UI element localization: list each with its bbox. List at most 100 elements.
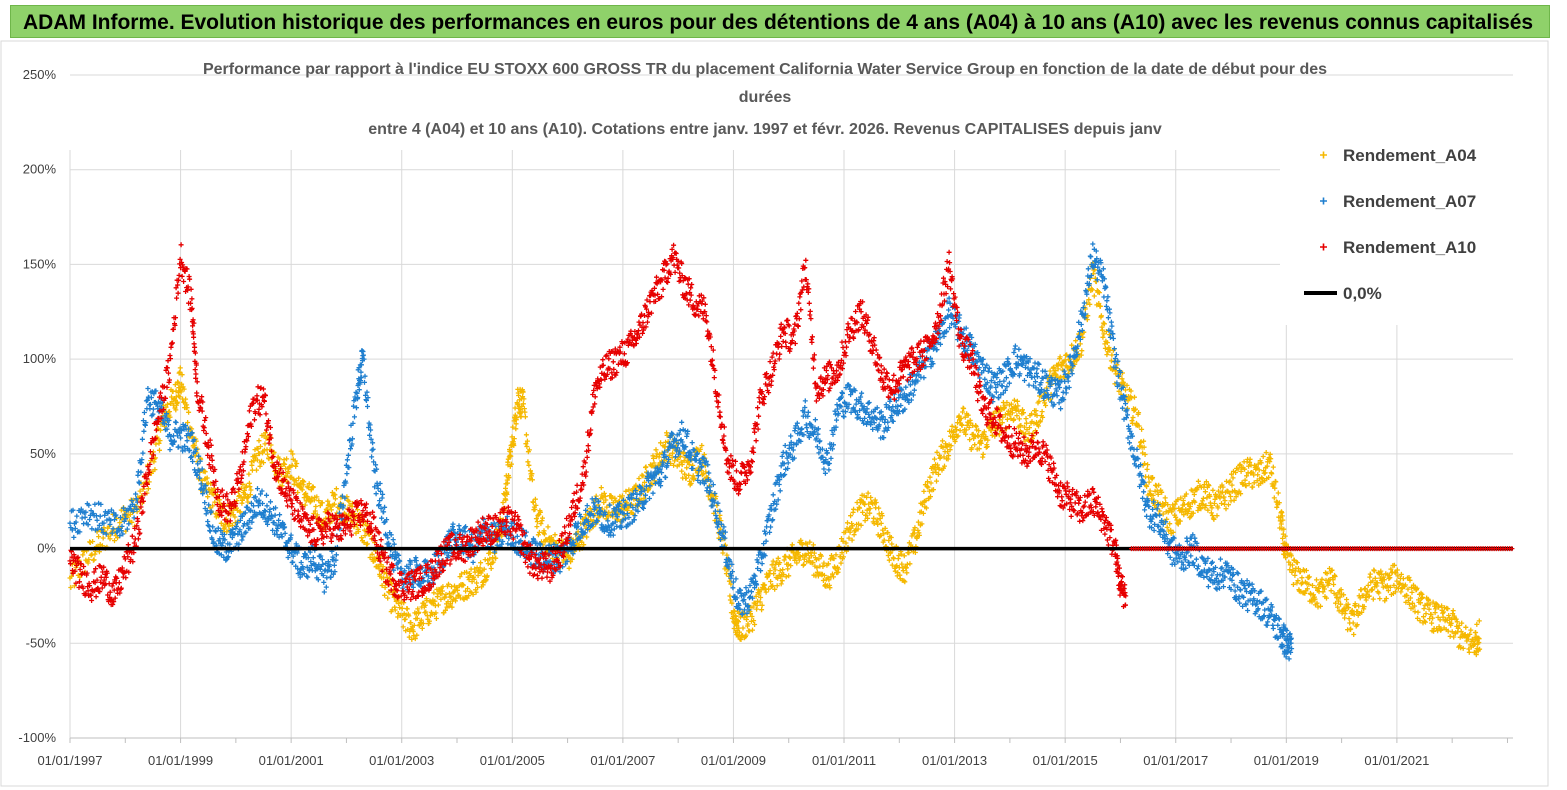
point-a07 [770,517,776,523]
point-a04 [1423,619,1428,625]
point-a04 [356,529,361,534]
point-a07 [1081,300,1087,306]
point-a07 [853,401,859,407]
point-a04 [511,436,517,442]
point-a07 [173,420,179,425]
point-a04 [603,497,609,503]
point-a04 [759,607,765,613]
point-a04 [1370,596,1376,602]
point-a04 [1130,415,1136,420]
point-a04 [416,609,422,615]
point-a04 [932,456,937,462]
x-tick-label: 01/01/2021 [1364,753,1429,768]
x-tick-label: 01/01/2011 [812,753,876,768]
point-a04 [257,451,262,457]
point-a04 [1372,575,1378,581]
point-a04 [455,587,460,593]
point-a07 [1006,380,1012,386]
point-a07 [802,398,808,404]
point-a04 [475,573,481,578]
point-a04 [466,593,472,599]
point-a04 [810,542,816,548]
point-a04 [456,592,462,598]
point-a04 [288,448,294,454]
point-a07 [145,386,151,391]
point-a07 [369,454,375,460]
point-a07 [264,503,270,509]
point-a04 [359,535,364,541]
point-a04 [891,556,897,562]
point-a07 [695,473,701,479]
point-a04 [510,424,516,430]
point-a04 [786,573,792,579]
point-a04 [1275,490,1281,496]
point-a07 [79,515,85,521]
point-a04 [1101,321,1107,327]
point-a07 [206,523,212,529]
point-a04 [157,438,163,444]
point-a04 [303,490,309,496]
point-a04 [636,476,642,481]
point-a04 [461,582,466,588]
point-a04 [538,521,544,527]
point-a04 [449,604,455,610]
point-a04 [489,560,495,566]
point-a07 [207,528,213,534]
point-a04 [485,561,491,567]
point-a07 [352,414,357,420]
point-a07 [873,415,879,421]
point-a04 [167,414,173,420]
point-a04 [306,481,312,487]
point-a07 [677,428,683,433]
point-a04 [397,605,403,611]
point-a07 [859,390,865,396]
point-a04 [650,463,655,469]
point-a04 [484,573,490,579]
point-a04 [212,499,218,505]
point-a04 [237,509,243,515]
point-a04 [1305,575,1311,581]
point-a07 [94,517,100,523]
point-a07 [1011,350,1017,355]
point-a07 [1026,382,1032,388]
point-a07 [267,506,273,512]
point-a07 [1035,374,1040,380]
point-a07 [139,436,145,442]
point-a07 [1113,352,1119,358]
point-a04 [524,444,530,449]
point-a04 [478,560,484,566]
point-a04 [581,542,587,548]
point-a04 [691,475,697,481]
point-a07 [359,348,365,353]
point-a07 [885,419,891,425]
point-a04 [443,607,448,613]
point-a04 [508,449,513,455]
point-a07 [288,532,294,538]
point-a04 [552,532,558,538]
point-a04 [724,552,730,558]
point-a04 [96,534,102,540]
point-a07 [277,512,283,518]
point-a04 [435,602,441,608]
x-tick-label: 01/01/2007 [590,753,655,768]
point-a07 [881,435,887,441]
point-a04 [678,459,684,465]
point-a04 [683,475,689,481]
point-a04 [293,478,299,484]
point-a04 [1091,293,1097,299]
point-a07 [921,375,927,381]
point-a04 [906,550,912,556]
point-a04 [1348,626,1354,632]
point-a04 [1318,603,1323,609]
point-a07 [377,498,383,504]
point-a04 [433,616,439,621]
point-a04 [408,620,414,626]
point-a04 [542,531,547,537]
point-a07 [1063,390,1069,396]
point-a04 [179,381,185,387]
point-a04 [365,541,370,547]
point-a07 [243,529,249,535]
point-a04 [392,607,398,613]
point-a04 [406,613,412,619]
point-a04 [640,473,646,479]
